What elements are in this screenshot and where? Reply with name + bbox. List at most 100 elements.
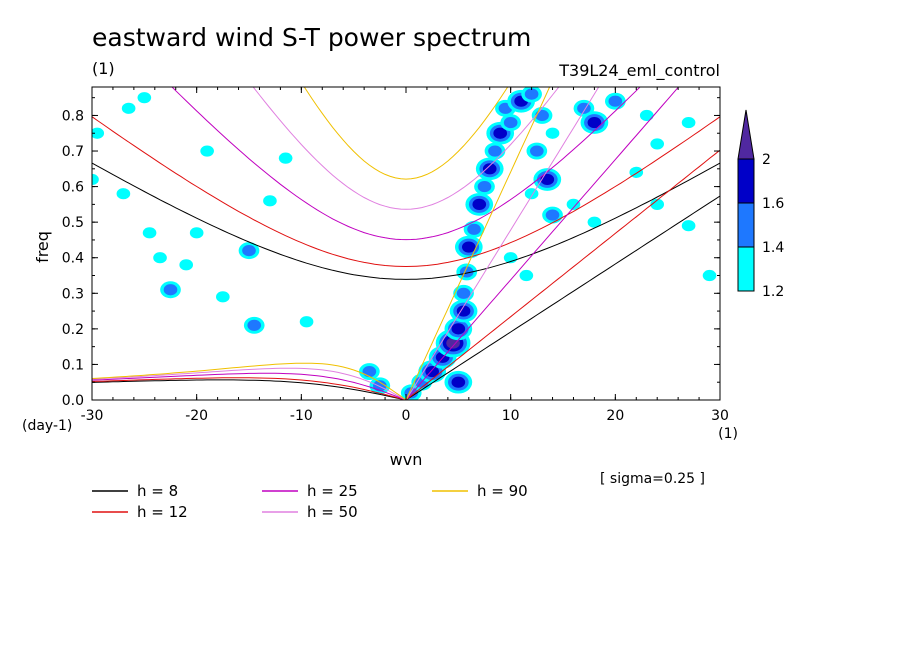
power-contours	[92, 87, 717, 400]
x-axis-unit: (1)	[718, 426, 738, 442]
power-blob	[299, 316, 314, 328]
x-tick-label: -20	[185, 408, 208, 424]
y-axis-unit: (day-1)	[22, 418, 72, 434]
dispersion-curve-50	[252, 87, 560, 210]
legend-label: h = 50	[307, 503, 358, 521]
y-tick-label: 0.0	[62, 393, 84, 409]
power-blob	[446, 337, 460, 349]
power-blob	[163, 284, 178, 296]
dispersion-curve-12	[92, 377, 407, 400]
power-blob	[467, 223, 481, 235]
power-blob	[545, 209, 560, 221]
dispersion-curve-12	[405, 149, 720, 400]
power-blob	[524, 188, 539, 200]
sigma-note: [ sigma=0.25 ]	[600, 471, 705, 487]
power-blob	[524, 88, 539, 100]
dispersion-curve-50	[92, 367, 407, 400]
dispersion-curve-8	[92, 162, 720, 280]
power-blob	[493, 127, 508, 139]
power-blob	[278, 152, 293, 164]
power-blob	[535, 109, 549, 122]
power-blob	[121, 102, 136, 114]
power-blob	[242, 245, 256, 257]
power-blob	[681, 220, 696, 232]
power-blob	[456, 305, 471, 317]
colorbar-label: 2	[762, 152, 771, 168]
power-blob	[153, 252, 167, 264]
power-blob	[179, 259, 194, 271]
power-blob	[362, 365, 377, 378]
y-axis-label: freq	[33, 231, 52, 263]
power-blob	[451, 323, 466, 335]
power-blob	[200, 145, 214, 157]
power-blob	[681, 116, 696, 129]
dispersion-curve-12	[92, 116, 720, 268]
power-blob	[608, 95, 623, 107]
power-blob	[263, 195, 277, 207]
colorbar-triangle	[737, 109, 755, 160]
power-blob	[477, 181, 492, 193]
power-blob	[472, 198, 487, 210]
title-unit: (1)	[92, 59, 115, 78]
y-tick-label: 0.5	[62, 215, 84, 231]
power-blob	[545, 127, 560, 139]
x-tick-label: 0	[402, 408, 411, 424]
power-blob	[247, 319, 262, 331]
power-blob	[116, 188, 131, 200]
colorbar-swatch	[737, 158, 755, 204]
y-tick-label: 0.7	[62, 144, 84, 160]
legend: h = 8 h = 12 h = 25 h = 50 h = 90	[92, 482, 528, 521]
colorbar-swatch	[737, 202, 755, 248]
dispersion-curve-90	[405, 87, 551, 400]
power-blob	[639, 109, 654, 122]
colorbar: 1.2 1.4 1.6 2	[737, 109, 784, 300]
x-tick-label: 20	[606, 408, 624, 424]
dispersion-curves	[92, 87, 720, 400]
y-tick-label: 0.3	[62, 286, 84, 302]
legend-label: h = 8	[137, 482, 178, 500]
power-blob	[587, 116, 602, 129]
power-blob	[482, 163, 497, 175]
colorbar-swatch	[737, 246, 755, 292]
dispersion-curve-8	[92, 379, 407, 400]
power-blob	[503, 116, 518, 129]
power-blob	[137, 92, 152, 104]
power-blob	[461, 241, 476, 253]
x-tick-label: 10	[502, 408, 520, 424]
power-blob	[92, 127, 105, 139]
y-tick-label: 0.2	[62, 322, 84, 338]
power-blob	[142, 227, 157, 239]
dispersion-curve-8	[405, 195, 720, 400]
y-tick-label: 0.8	[62, 108, 84, 124]
legend-label: h = 12	[137, 503, 188, 521]
power-blob	[587, 216, 602, 228]
power-blob	[566, 198, 581, 210]
x-tick-label: -10	[290, 408, 313, 424]
colorbar-label: 1.6	[762, 196, 784, 212]
power-blob	[488, 145, 502, 157]
legend-label: h = 25	[307, 482, 358, 500]
dispersion-curve-25	[92, 372, 407, 400]
power-blob	[189, 227, 204, 239]
plot-area	[92, 87, 720, 400]
y-tick-label: 0.1	[62, 357, 84, 373]
dispersion-curve-25	[171, 87, 641, 241]
legend-label: h = 90	[477, 482, 528, 500]
power-blob	[530, 145, 544, 157]
power-blob	[451, 376, 466, 388]
y-tick-label: 0.4	[62, 251, 84, 267]
dispersion-curve-90	[92, 362, 407, 400]
power-blob	[702, 269, 717, 282]
power-blob	[456, 287, 471, 299]
power-blob	[216, 291, 230, 303]
power-blob	[92, 173, 99, 186]
colorbar-label: 1.2	[762, 284, 784, 300]
x-tick-label: -30	[81, 408, 104, 424]
x-axis-label: wvn	[390, 450, 423, 469]
power-blob	[650, 198, 665, 210]
dispersion-curve-90	[303, 87, 509, 180]
power-blob	[519, 269, 534, 282]
dispersion-curve-25	[405, 87, 680, 400]
axis-ticks: -30 -20 -10 0 10 20 30 0.0 0.1 0.2 0.3 0.4 0.5 0.6 0.7…	[62, 87, 729, 424]
